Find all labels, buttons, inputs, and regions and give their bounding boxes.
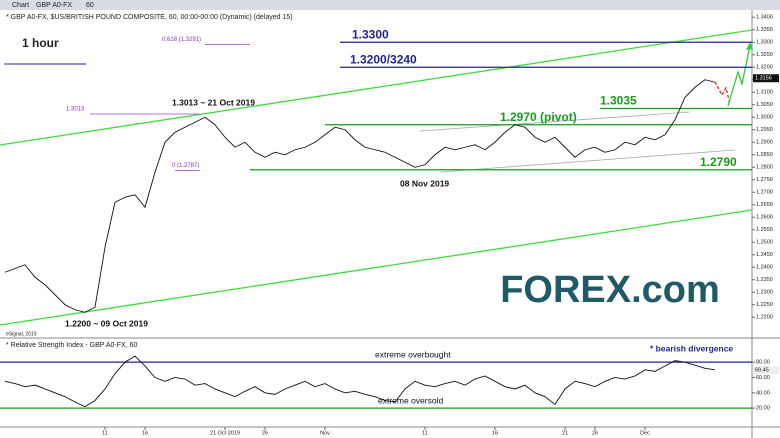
y-tick-label: 20.00	[756, 406, 770, 412]
current-label: 1.3156	[755, 76, 772, 82]
y-tick-label: 1.3250	[756, 52, 773, 58]
toolbar	[0, 0, 780, 10]
trendline	[0, 209, 753, 326]
y-tick-label: 1.3100	[756, 90, 773, 96]
level-label: 1.2970 (pivot)	[500, 110, 577, 124]
timeframe: 1 hour	[22, 36, 59, 50]
y-tick-label: 1.2450	[756, 252, 773, 258]
y-tick-label: 1.2400	[756, 265, 773, 271]
y-tick-label: 1.3050	[756, 102, 773, 108]
y-tick-label: 40.00	[756, 390, 770, 396]
y-tick-label: 1.3350	[756, 27, 773, 33]
fib-label: 0 (1.2787)	[172, 163, 199, 169]
y-tick-label: 1.3000	[756, 115, 773, 121]
x-tick-label: 11	[102, 430, 108, 436]
x-tick-label: Nov	[320, 430, 330, 436]
y-tick-label: 1.2800	[756, 165, 773, 171]
logo: FOREX.com	[500, 269, 720, 311]
price-line	[4, 79, 716, 313]
y-tick-label: 1.2750	[756, 177, 773, 183]
y-tick-label: 1.2600	[756, 215, 773, 221]
fib-label: 1.3013	[66, 107, 85, 113]
level-label: 1.3200/3240	[350, 52, 417, 66]
level-label: extreme overbought	[375, 349, 451, 359]
annotation: 1.3013 ~ 21 Oct 2019	[172, 97, 255, 107]
annotation: 08 Nov 2019	[400, 178, 449, 188]
y-tick-label: 1.2200	[756, 315, 773, 321]
price-line	[4, 355, 716, 408]
y-tick-label: 60.00	[756, 375, 770, 381]
y-tick-label: 1.2900	[756, 140, 773, 146]
fib-label: 0.618 (1.3291)	[162, 37, 201, 43]
y-tick-label: 1.2550	[756, 227, 773, 233]
y-tick-label: 1.2250	[756, 302, 773, 308]
y-tick-label: 1.2500	[756, 240, 773, 246]
level-label: extreme oversold	[378, 395, 443, 405]
level-label: 1.3300	[352, 27, 389, 41]
toolbar-item[interactable]: 60	[86, 2, 94, 9]
toolbar-item[interactable]: Chart	[12, 2, 29, 9]
trendline	[0, 29, 753, 146]
current-box	[753, 366, 779, 375]
projection	[714, 81, 731, 105]
current-box	[753, 74, 779, 83]
y-tick-label: 1.2950	[756, 127, 773, 133]
arrow-head	[746, 42, 753, 50]
channel-line	[439, 149, 736, 173]
x-tick-label: 11	[422, 430, 428, 436]
y-tick-label: 80.00	[756, 360, 770, 366]
channel-line	[419, 111, 691, 132]
chart-header: * GBP A0-FX, $US/BRITISH POUND COMPOSITE…	[6, 14, 293, 21]
y-tick-label: 1.2300	[756, 290, 773, 296]
annotation: 1.2200 ~ 09 Oct 2019	[65, 318, 148, 328]
annotation: * bearish divergence	[650, 343, 733, 353]
x-tick-label: 26	[262, 430, 268, 436]
y-tick-label: 1.3200	[756, 65, 773, 71]
x-tick-label: Dec	[640, 430, 650, 436]
x-tick-label: 21	[562, 430, 568, 436]
y-tick-label: 1.3400	[756, 15, 773, 21]
y-tick-label: 1.2700	[756, 190, 773, 196]
x-tick-label: 16	[142, 430, 148, 436]
y-tick-label: 1.2350	[756, 277, 773, 283]
y-tick-label: 1.2850	[756, 152, 773, 158]
current-label: 69.45	[755, 368, 769, 374]
toolbar-item[interactable]: GBP A0-FX	[36, 2, 72, 9]
rsi-header: * Relative Strength Index - GBP A0-FX, 6…	[6, 342, 137, 349]
x-tick-label: 21 Oct 2019	[210, 430, 240, 436]
x-tick-label: 26	[592, 430, 598, 436]
x-tick-label: 16	[492, 430, 498, 436]
level-label: 1.3035	[600, 94, 637, 108]
projection	[727, 45, 751, 107]
y-tick-label: 1.3300	[756, 40, 773, 46]
level-label: 1.2790	[700, 155, 737, 169]
y-tick-label: 1.2650	[756, 202, 773, 208]
source: eSignal, 2019	[6, 331, 37, 337]
